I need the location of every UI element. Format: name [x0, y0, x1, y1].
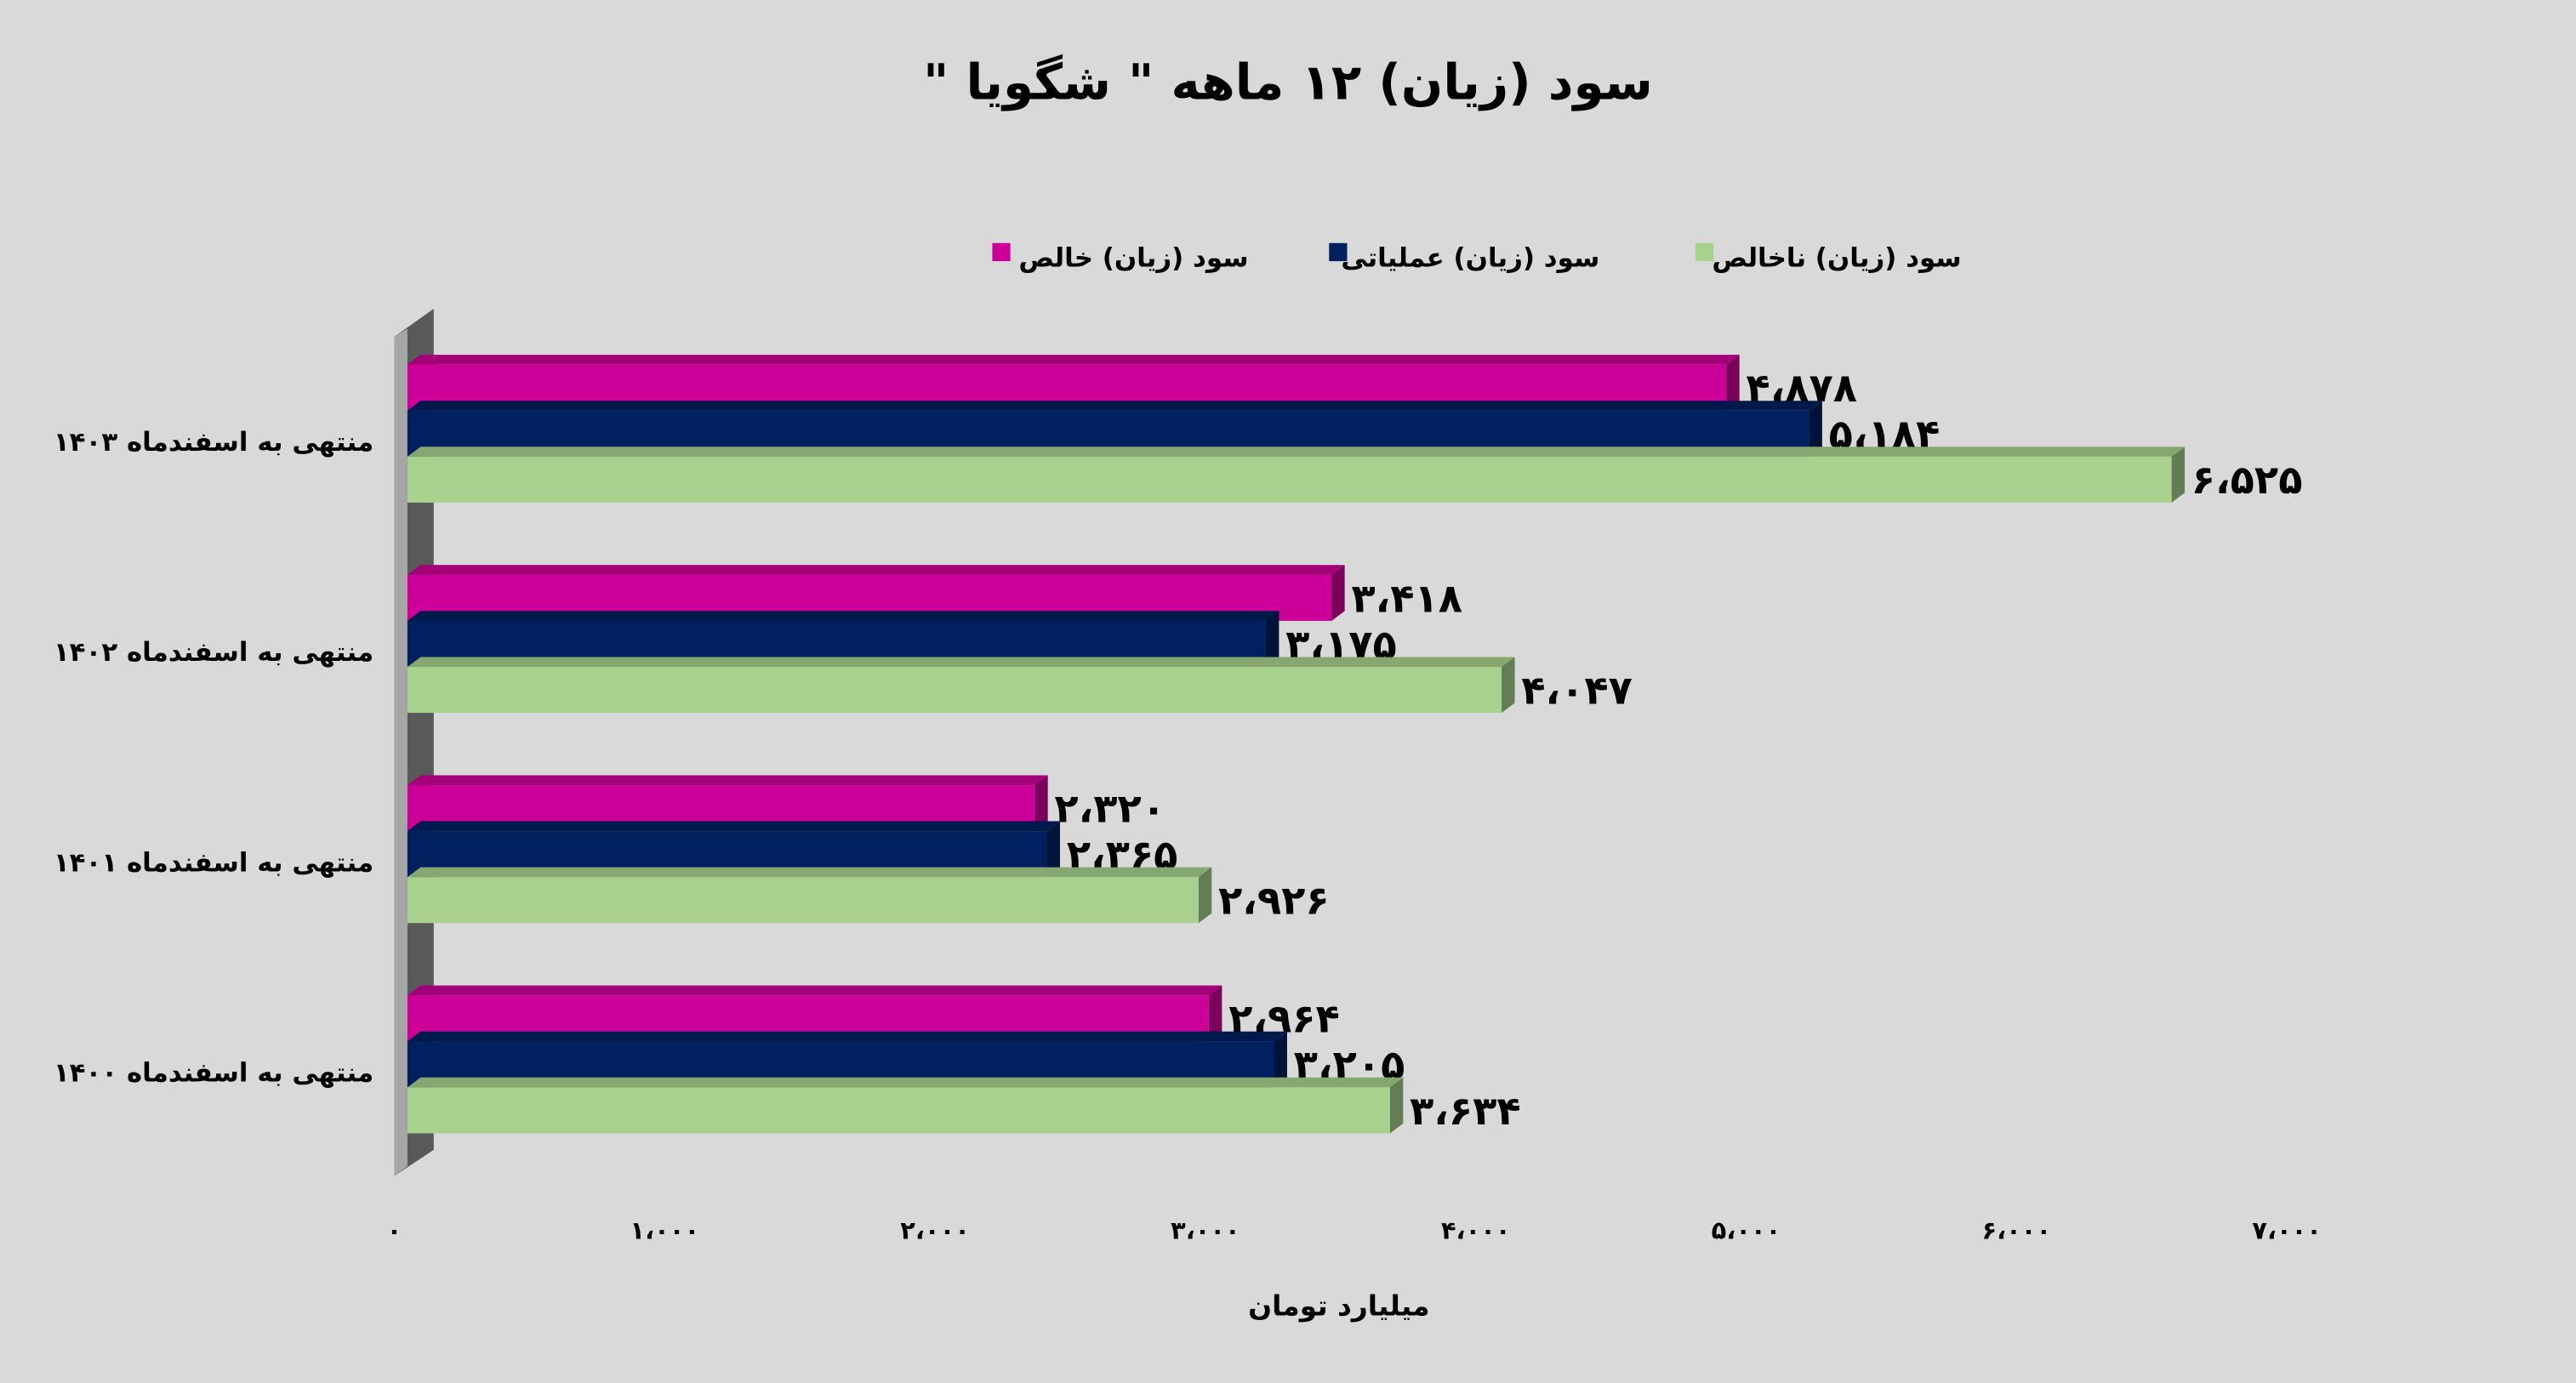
y-tick-label: منتهی به اسفندماه ۱۴۰۲ — [54, 637, 373, 668]
bar-top — [407, 775, 1048, 786]
legend-label: سود (زیان) عملیاتی — [1341, 243, 1599, 274]
legend-swatch — [1329, 242, 1348, 262]
bar-top — [407, 401, 1822, 411]
bar-end — [1389, 1077, 1404, 1134]
bar-top — [407, 447, 2186, 457]
bar-end — [1274, 1031, 1287, 1088]
data-label: ۶،۵۲۵ — [2191, 457, 2303, 503]
x-tick-label: ۰ — [387, 1215, 402, 1244]
bar-top — [407, 867, 1212, 878]
data-label: ۲،۹۲۶ — [1218, 878, 1330, 924]
x-tick-label: ۲،۰۰۰ — [900, 1215, 970, 1244]
legend-swatch — [992, 242, 1011, 262]
data-label: ۲،۳۲۰ — [1054, 785, 1165, 831]
x-tick-label: ۴،۰۰۰ — [1441, 1215, 1511, 1244]
bar-end — [1034, 775, 1048, 832]
bar-end — [1208, 985, 1222, 1042]
bar-end — [1726, 355, 1740, 411]
legend-label: سود (زیان) ناخالص — [1712, 243, 1961, 274]
bar-end — [1198, 867, 1212, 924]
bar-end — [1331, 565, 1345, 621]
data-label: ۳،۴۱۸ — [1351, 575, 1462, 621]
bar-end — [1046, 821, 1060, 878]
data-label: ۴،۰۴۷ — [1521, 667, 1633, 713]
side-wall-face — [394, 328, 407, 1176]
y-tick-label: منتهی به اسفندماه ۱۴۰۳ — [54, 427, 373, 458]
bar-end — [2171, 447, 2186, 503]
bar — [407, 667, 1502, 714]
data-label: ۳،۶۳۴ — [1410, 1088, 1521, 1134]
x-tick-label: ۱،۰۰۰ — [630, 1215, 699, 1244]
bar-end — [1265, 611, 1279, 668]
x-tick-label: ۶،۰۰۰ — [1981, 1215, 2051, 1244]
bar-top — [407, 611, 1279, 621]
bar-end — [1502, 657, 1515, 714]
bar-top — [407, 657, 1515, 668]
bar-top — [407, 821, 1060, 832]
bar-top — [407, 985, 1222, 996]
bar — [407, 456, 2172, 503]
bar-end — [1809, 401, 1822, 457]
x-tick-label: ۵،۰۰۰ — [1712, 1215, 1781, 1244]
bar-top — [407, 355, 1740, 365]
x-tick-label: ۳،۰۰۰ — [1171, 1215, 1240, 1244]
y-tick-label: منتهی به اسفندماه ۱۴۰۰ — [54, 1057, 373, 1088]
bar-top — [407, 1077, 1404, 1088]
x-axis-label: میلیارد تومان — [1248, 1290, 1430, 1323]
bar-top — [407, 565, 1345, 575]
bar — [407, 1087, 1390, 1134]
y-tick-label: منتهی به اسفندماه ۱۴۰۱ — [54, 847, 373, 878]
chart-title: سود (زیان) ۱۲ ماهه " شگویا " — [923, 54, 1653, 112]
bar-top — [407, 1031, 1287, 1042]
legend-swatch — [1695, 242, 1714, 262]
legend-label: سود (زیان) خالص — [1018, 243, 1248, 274]
bar — [407, 877, 1199, 924]
x-tick-label: ۷،۰۰۰ — [2252, 1215, 2322, 1244]
